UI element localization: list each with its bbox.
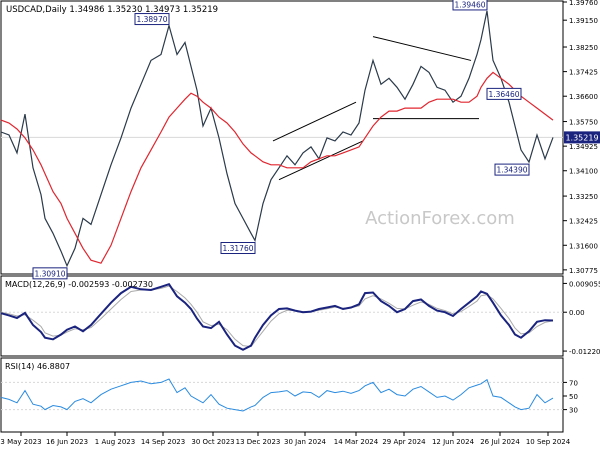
price-y-tick-label-11: 1.30775 (569, 267, 598, 275)
price-y-tick-label-8: 1.33250 (569, 193, 598, 201)
macd-y-tick-label-0: 0.009055 (569, 280, 600, 288)
annotation-box-3 (452, 0, 488, 11)
rsi-y-tick-label-50: 50 (569, 393, 578, 401)
x-tick-label-10: 26 Jul 2024 (480, 438, 520, 446)
x-tick-label-8: 29 Apr 2024 (382, 438, 426, 446)
annotation-box-4 (486, 87, 522, 100)
last-price-box (564, 131, 600, 144)
rsi-y-tick-label-70: 70 (569, 379, 578, 387)
price-y-tick-label-1: 1.39150 (569, 17, 598, 25)
price-y-tick-label-7: 1.34100 (569, 168, 598, 176)
price-y-tick-label-10: 1.31600 (569, 242, 598, 250)
x-tick-label-2: 1 Aug 2023 (95, 438, 135, 446)
annotation-label-0: 1.30910 (34, 269, 65, 278)
macd-panel (0, 275, 564, 357)
annotation-box-5 (494, 163, 530, 176)
annotation-label-5: 1.34390 (496, 166, 527, 175)
price-y-tick-label-2: 1.38250 (569, 44, 598, 52)
chart-title: USDCAD,Daily 1.34986 1.35230 1.34973 1.3… (6, 5, 218, 15)
date-x-axis: 3 May 2023 16 Jun 2023 1 Aug 2023 14 Sep 20… (0, 432, 571, 446)
price-y-tick-label-9: 1.32425 (569, 218, 598, 226)
macd-y-axis: 0.009055 0.00 -0.012209 (563, 280, 600, 356)
rsi-gridlines (1, 381, 563, 411)
rsi-y-tick-label-30: 30 (569, 407, 578, 415)
price-y-tick-label-6: 1.34925 (569, 143, 598, 151)
watermark: ActionForex.com (365, 208, 515, 229)
last-price-marker: 1.35219 (564, 131, 600, 144)
moving-average-series (0, 71, 554, 264)
rsi-label: RSI(14) 46.8807 (5, 362, 70, 371)
rsi-y-axis: 70 50 30 (563, 379, 578, 415)
macd-signal-series (0, 285, 554, 348)
annotation-box-1 (134, 13, 170, 26)
x-tick-label-3: 14 Sep 2023 (141, 438, 185, 446)
x-tick-label-0: 3 May 2023 (0, 438, 41, 446)
annotation-label-2: 1.31760 (222, 244, 253, 253)
x-tick-label-9: 12 Jun 2024 (432, 438, 475, 446)
annotation-box-2 (220, 242, 256, 255)
price-y-tick-label-4: 1.36600 (569, 93, 598, 101)
x-tick-label-5: 13 Dec 2023 (236, 438, 281, 446)
trend-channels (272, 36, 479, 181)
x-tick-label-6: 30 Jan 2024 (284, 438, 327, 446)
rsi-series (0, 378, 554, 412)
channel-line-2 (372, 36, 472, 61)
price-y-tick-label-3: 1.37425 (569, 69, 598, 77)
price-y-tick-label-5: 1.35750 (569, 119, 598, 127)
x-tick-label-11: 10 Sep 2024 (526, 438, 571, 446)
x-tick-label-4: 30 Oct 2023 (191, 438, 234, 446)
x-tick-label-1: 16 Jun 2023 (46, 438, 88, 446)
last-price-label: 1.35219 (565, 133, 598, 142)
annotation-label-3: 1.39460 (454, 0, 485, 9)
price-y-tick-label-0: 1.39760 (569, 0, 598, 7)
price-series (0, 10, 554, 268)
price-annotations: 1.30910 1.38970 1.31760 1.39460 1.36460 1.343… (32, 0, 530, 280)
annotation-box-0 (32, 267, 68, 280)
macd-label: MACD(12,26,9) -0.002593 -0.002730 (5, 280, 153, 289)
macd-y-tick-label-1: 0.00 (569, 309, 585, 317)
annotation-label-4: 1.36460 (488, 90, 519, 99)
macd-y-tick-label-2: -0.012209 (569, 348, 600, 356)
x-tick-label-7: 14 Mar 2024 (334, 438, 379, 446)
annotation-label-1: 1.38970 (136, 15, 167, 24)
price-y-axis: 1.39760 1.39150 1.38250 1.37425 1.36600 1.357… (563, 0, 598, 275)
macd-main-series (0, 283, 554, 351)
rsi-panel (0, 357, 564, 433)
channel-line-1 (278, 140, 364, 181)
channel-line-0 (272, 101, 357, 142)
